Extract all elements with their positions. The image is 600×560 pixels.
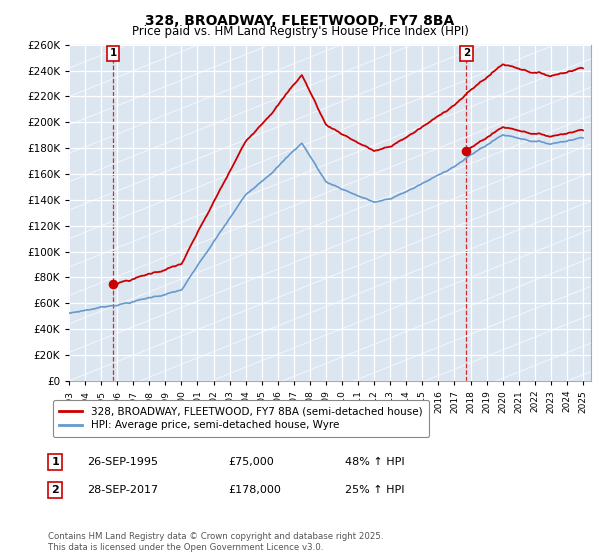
Legend: 328, BROADWAY, FLEETWOOD, FY7 8BA (semi-detached house), HPI: Average price, sem: 328, BROADWAY, FLEETWOOD, FY7 8BA (semi-…: [53, 400, 428, 437]
Text: Contains HM Land Registry data © Crown copyright and database right 2025.
This d: Contains HM Land Registry data © Crown c…: [48, 532, 383, 552]
Text: 26-SEP-1995: 26-SEP-1995: [87, 457, 158, 467]
Text: 2: 2: [463, 48, 470, 58]
Point: [461, 146, 471, 155]
Text: 28-SEP-2017: 28-SEP-2017: [87, 485, 158, 495]
Text: 1: 1: [109, 48, 116, 58]
Point: [108, 279, 118, 288]
Text: £75,000: £75,000: [228, 457, 274, 467]
Text: 48% ↑ HPI: 48% ↑ HPI: [345, 457, 404, 467]
Text: 328, BROADWAY, FLEETWOOD, FY7 8BA: 328, BROADWAY, FLEETWOOD, FY7 8BA: [145, 14, 455, 28]
Text: 2: 2: [52, 485, 59, 495]
Text: 25% ↑ HPI: 25% ↑ HPI: [345, 485, 404, 495]
Text: Price paid vs. HM Land Registry's House Price Index (HPI): Price paid vs. HM Land Registry's House …: [131, 25, 469, 38]
Text: £178,000: £178,000: [228, 485, 281, 495]
Text: 1: 1: [52, 457, 59, 467]
